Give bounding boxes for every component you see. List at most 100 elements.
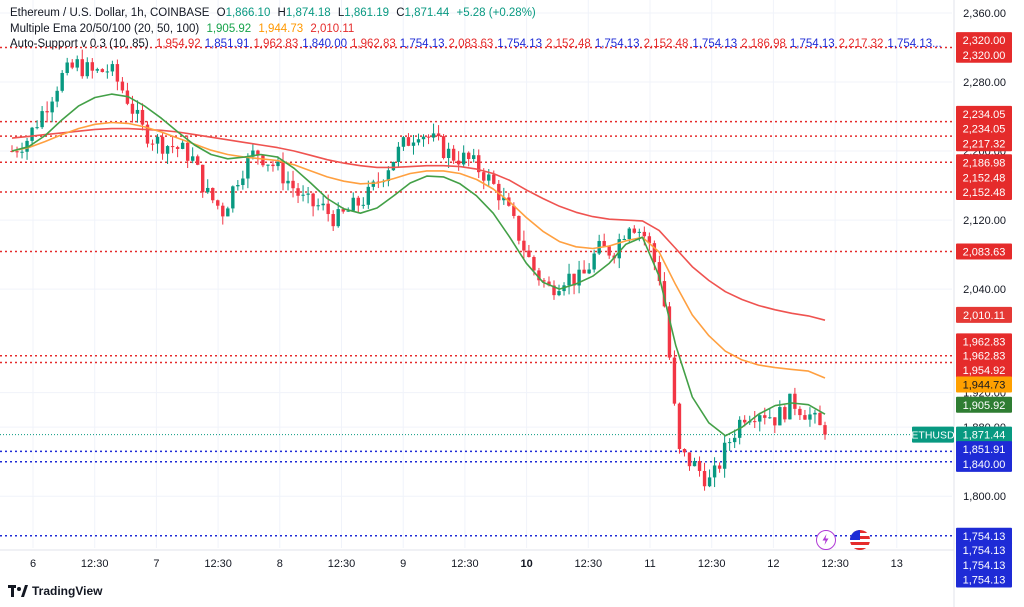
price-tag: [956, 396, 1012, 413]
tradingview-footer[interactable]: TradingView: [8, 584, 102, 598]
candle-body: [622, 239, 626, 241]
candle-body: [602, 240, 606, 247]
candle-body: [55, 90, 59, 102]
candle-body: [763, 415, 767, 418]
price-tag: [956, 361, 1012, 378]
candle-body: [492, 174, 496, 184]
candle-body: [472, 155, 476, 160]
price-tag-text: 1,840.00: [963, 459, 1006, 471]
candle-body: [712, 465, 717, 478]
price-tag: [956, 154, 1012, 171]
candle-body: [45, 111, 49, 113]
candle-body: [477, 155, 481, 173]
us-flag-icon[interactable]: [850, 530, 870, 550]
candle-body: [211, 187, 215, 201]
price-tag-text: 2,186.98: [963, 157, 1006, 169]
candle-body: [246, 156, 250, 179]
candle-body: [727, 442, 732, 444]
legend-ema-row: Multiple Ema 20/50/100 (20, 50, 100) 1,9…: [10, 22, 946, 38]
candle-body: [637, 231, 642, 233]
candle-body: [572, 273, 576, 286]
candle-body: [40, 111, 44, 128]
low-label: L1,861.19: [337, 7, 389, 19]
x-tick-label: 12:30: [328, 558, 356, 570]
candle-body: [426, 136, 431, 138]
low-value: 1,861.19: [344, 7, 389, 19]
candle-body: [70, 62, 74, 68]
candle-body: [431, 133, 436, 138]
x-tick-label: 10: [520, 558, 532, 570]
candle-body: [201, 164, 205, 193]
auto-support-value: 2,152.48: [546, 38, 591, 50]
price-tag-text: 2,234.05: [963, 109, 1006, 121]
symbol-title[interactable]: Ethereum / U.S. Dollar, 1h, COINBASE: [10, 7, 210, 19]
candle-body: [542, 280, 546, 282]
auto-support-value: 2,152.48: [643, 38, 689, 50]
chart-grid: [0, 0, 955, 607]
candle-body: [732, 437, 737, 443]
price-tag: [956, 455, 1012, 472]
candle-body: [587, 269, 591, 274]
candle-body: [823, 425, 827, 435]
price-tag: [956, 32, 1012, 49]
candle-body: [788, 393, 792, 420]
candle-body: [647, 236, 652, 244]
candle-body: [20, 151, 24, 153]
x-tick-label: 12:30: [821, 558, 849, 570]
x-tick-label: 13: [891, 558, 903, 570]
candle-body: [261, 155, 265, 166]
candle-body: [697, 461, 702, 471]
candle-body: [773, 417, 777, 426]
auto-support-value: 1,754.13...: [887, 38, 942, 50]
candle-body: [401, 137, 406, 147]
price-tag: [956, 556, 1012, 573]
candle-body: [100, 69, 105, 72]
candle-body: [110, 64, 115, 72]
candles: [10, 49, 827, 491]
bolt-icon[interactable]: [816, 530, 836, 550]
x-tick-label: 12:30: [81, 558, 109, 570]
ema-indicator-name[interactable]: Multiple Ema 20/50/100 (20, 50, 100): [10, 22, 200, 35]
candle-body: [150, 143, 155, 145]
candle-body: [652, 243, 657, 263]
candle-body: [256, 150, 260, 156]
price-tag: [956, 105, 1012, 122]
candle-body: [341, 209, 345, 212]
candle-body: [446, 148, 451, 158]
candle-body: [808, 414, 812, 420]
candle-body: [276, 161, 280, 167]
candle-body: [296, 188, 300, 196]
candle-body: [371, 181, 376, 187]
open-value: 1,866.10: [225, 7, 271, 19]
candle-body: [702, 470, 707, 487]
candle-body: [386, 170, 391, 182]
candle-body: [803, 415, 807, 420]
candle-body: [717, 465, 722, 469]
candle-body: [522, 240, 526, 251]
candle-body: [391, 161, 396, 171]
auto-support-value: 2,083.63: [448, 38, 494, 50]
auto-support-indicator-name[interactable]: Auto-Support v 0.3 (10, 85): [10, 38, 149, 50]
ema50-line: [11, 121, 826, 379]
price-tag: [956, 527, 1012, 544]
price-tag: [956, 333, 1012, 350]
candle-body: [778, 407, 782, 426]
x-tick-label: 9: [400, 558, 406, 570]
candle-body: [291, 180, 295, 189]
price-tag-text: 2,320.00: [963, 50, 1006, 62]
candle-body: [487, 174, 491, 181]
candle-body: [195, 156, 200, 165]
price-tag: [956, 46, 1012, 63]
price-tag-text: 1,905.92: [963, 400, 1006, 412]
tradingview-brand: TradingView: [32, 584, 103, 598]
candle-body: [627, 228, 631, 240]
price-tag: [956, 169, 1012, 186]
candle-body: [85, 62, 89, 77]
candle-body: [406, 137, 411, 146]
price-tag-text: 2,234.05: [963, 124, 1006, 136]
candle-body: [266, 164, 270, 166]
high-label: H1,874.18: [277, 7, 331, 19]
price-tag-text: 1,754.13: [963, 574, 1006, 586]
candle-body: [185, 142, 190, 161]
